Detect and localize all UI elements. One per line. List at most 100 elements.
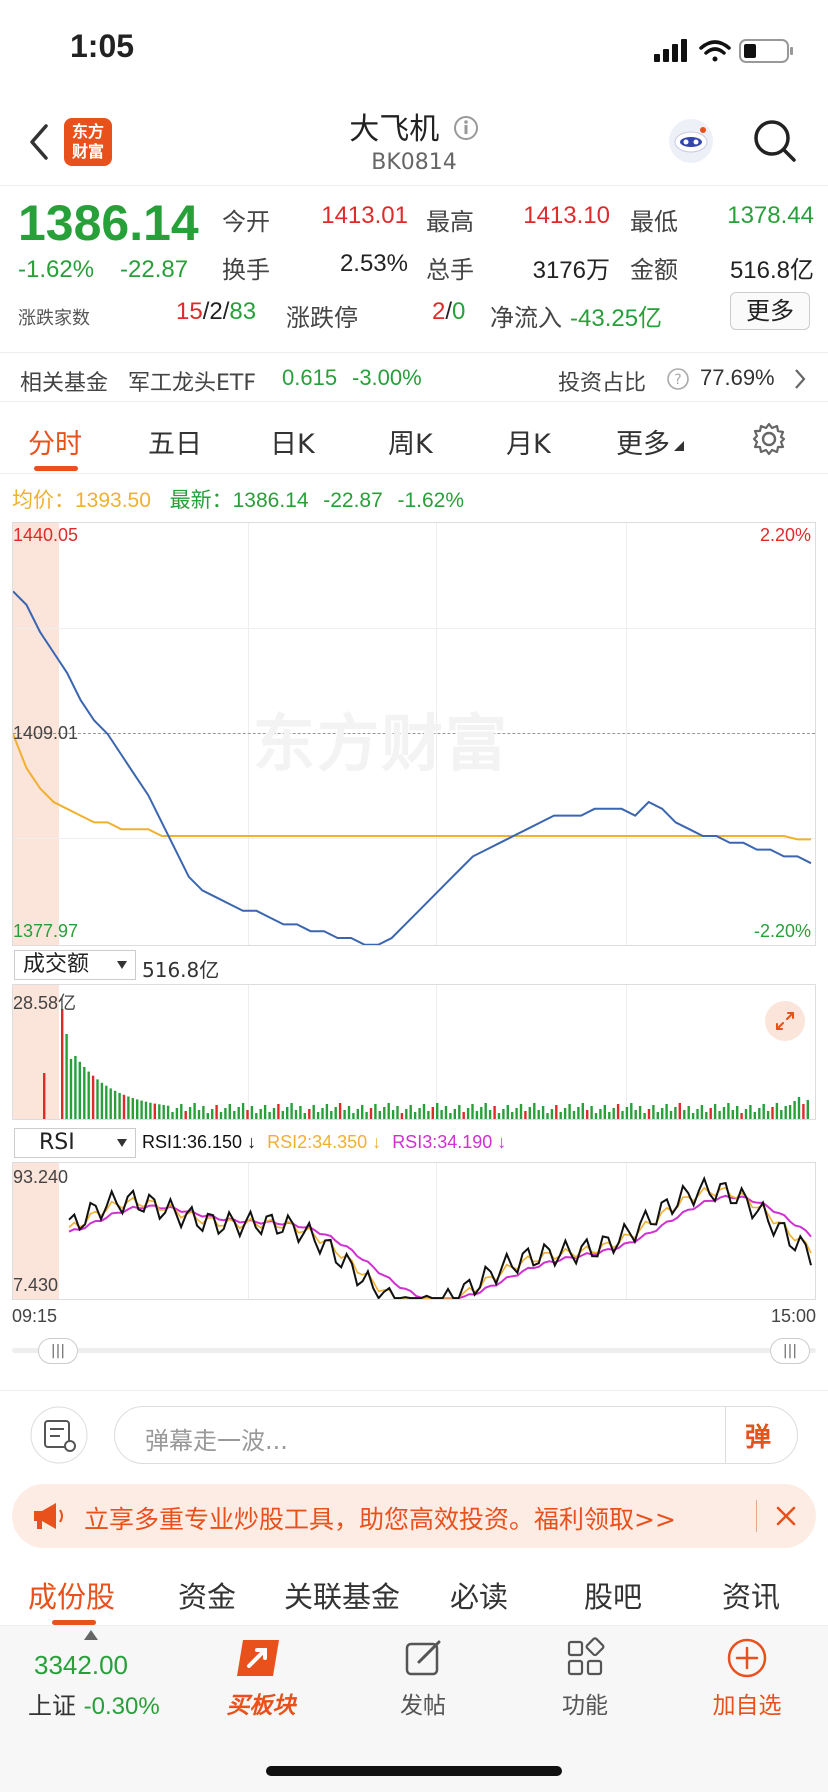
time-range-slider[interactable]: ||| |||	[12, 1338, 816, 1364]
tab-must-read[interactable]: 必读	[450, 1580, 509, 1614]
more-button[interactable]: 更多	[730, 292, 810, 330]
volume-bar	[634, 1110, 637, 1119]
turnover-label: 换手	[222, 256, 270, 284]
volume-bar	[378, 1111, 381, 1119]
volume-bar	[352, 1113, 355, 1119]
tab-forum[interactable]: 股吧	[584, 1580, 643, 1614]
price-legend: 均价：1393.50 最新：1386.14 -22.87 -1.62%	[12, 484, 464, 514]
limit-up: 2	[432, 298, 446, 325]
slider-handle-right[interactable]: |||	[770, 1338, 810, 1364]
help-icon[interactable]: ?	[666, 367, 690, 391]
slider-handle-left[interactable]: |||	[38, 1338, 78, 1364]
close-icon[interactable]	[774, 1504, 798, 1528]
volume-bar	[91, 1075, 95, 1119]
rsi-indicator-select[interactable]: RSI	[14, 1128, 136, 1158]
post-label: 发帖	[400, 1693, 446, 1719]
volume-bar	[109, 1088, 112, 1119]
volume-chart[interactable]: 28.58亿	[12, 984, 816, 1120]
volume-bar	[233, 1111, 236, 1119]
related-fund-row[interactable]: 相关基金 军工龙头ETF 0.615 -3.00% 投资占比 ? 77.69%	[0, 352, 828, 402]
volume-bar	[431, 1107, 434, 1119]
rsi1-line	[68, 1175, 812, 1299]
add-watchlist-button[interactable]: 加自选	[692, 1636, 802, 1720]
avg-price-line	[13, 733, 811, 841]
volume-bar	[391, 1110, 395, 1119]
buy-board-button[interactable]: 买板块	[206, 1636, 316, 1720]
chart-tabs: 分时 五日 日K 周K 月K 更多	[0, 404, 828, 474]
volume-bar	[758, 1108, 761, 1119]
volume-bar	[537, 1110, 540, 1119]
back-icon[interactable]	[24, 122, 54, 162]
volume-bar	[638, 1106, 642, 1119]
volume-bar	[515, 1108, 518, 1119]
volume-bar	[140, 1100, 143, 1119]
netflow-value: -43.25亿	[570, 305, 663, 332]
volume-bar	[255, 1113, 258, 1119]
price-chart[interactable]: 东方财富 1440.05 1409.01 1377.97 2.20% -2.20…	[12, 522, 816, 946]
grid-icon	[567, 1637, 605, 1676]
tab-monthly-k[interactable]: 月K	[506, 429, 551, 460]
functions-button[interactable]: 功能	[530, 1636, 640, 1720]
volume-bar	[802, 1104, 805, 1119]
volume-bar	[118, 1092, 121, 1119]
open-value: 1413.01	[321, 202, 408, 229]
volume-bar	[705, 1112, 708, 1119]
volume-total: 516.8亿	[142, 958, 220, 982]
volume-bar	[202, 1106, 205, 1119]
volume-bar	[43, 1073, 46, 1119]
breadth-down: 83	[229, 298, 257, 325]
volume-bar	[806, 1100, 809, 1119]
volume-bar	[166, 1105, 170, 1119]
ratio-label: 投资占比	[558, 371, 647, 396]
volume-bar	[277, 1104, 280, 1119]
tab-constituents[interactable]: 成份股	[28, 1580, 116, 1614]
post-button[interactable]: 发帖	[368, 1636, 478, 1720]
tab-related-funds[interactable]: 关联基金	[284, 1580, 401, 1614]
danmu-send-button[interactable]: 弹	[745, 1423, 772, 1453]
danmu-input[interactable]: 弹幕走一波... 弹	[114, 1406, 798, 1464]
index-value[interactable]: 3342.00	[34, 1650, 128, 1680]
tab-intraday[interactable]: 分时	[28, 429, 82, 460]
promo-banner[interactable]: 立享多重专业炒股工具，助您高效投资。福利领取>>	[12, 1484, 816, 1548]
tab-5day[interactable]: 五日	[148, 429, 202, 460]
volume-bar	[788, 1105, 792, 1119]
info-icon[interactable]	[453, 115, 479, 141]
volume-bar	[263, 1105, 267, 1119]
volume-bar	[458, 1105, 461, 1119]
high-value: 1413.10	[523, 202, 610, 229]
volume-bar	[268, 1112, 271, 1119]
breadth-values: 15/2/83	[176, 298, 256, 326]
fund-price: 0.615	[282, 365, 338, 390]
robot-assistant-icon[interactable]	[666, 116, 716, 166]
slider-track	[12, 1348, 816, 1353]
tab-news[interactable]: 资讯	[722, 1580, 781, 1614]
high-label: 最高	[426, 208, 474, 236]
index-info[interactable]: 上证 -0.30%	[28, 1686, 160, 1721]
rsi-chart[interactable]: 93.240 7.430	[12, 1162, 816, 1300]
edit-icon	[405, 1640, 441, 1676]
rsi3-value: RSI3:34.190 ↓	[392, 1132, 507, 1152]
danmu-settings-icon[interactable]	[30, 1406, 88, 1464]
volume-bars	[43, 1009, 809, 1119]
section-tabs: 成份股 资金 关联基金 必读 股吧 资讯	[0, 1560, 828, 1626]
app-logo: 东方 财富	[64, 118, 112, 166]
volume-bar	[727, 1103, 730, 1119]
volume-bar	[524, 1111, 527, 1119]
tab-more[interactable]: 更多	[616, 422, 686, 461]
volume-bar	[158, 1104, 161, 1119]
tab-funds-flow[interactable]: 资金	[178, 1580, 237, 1614]
tab-daily-k[interactable]: 日K	[270, 429, 315, 460]
volume-bar	[471, 1104, 474, 1119]
volume-bar	[784, 1106, 787, 1119]
volume-indicator-select[interactable]: 成交额	[14, 950, 136, 980]
avg-label: 均价：	[12, 488, 75, 512]
volume-bar	[387, 1103, 390, 1119]
volume-bar	[224, 1108, 227, 1119]
expand-icon[interactable]	[765, 1001, 805, 1041]
volume-bar	[180, 1104, 183, 1119]
gear-icon[interactable]	[752, 422, 786, 456]
volume-bar	[61, 1009, 64, 1119]
tab-weekly-k[interactable]: 周K	[388, 429, 433, 460]
search-icon[interactable]	[752, 118, 798, 164]
volume-bar	[599, 1109, 602, 1119]
